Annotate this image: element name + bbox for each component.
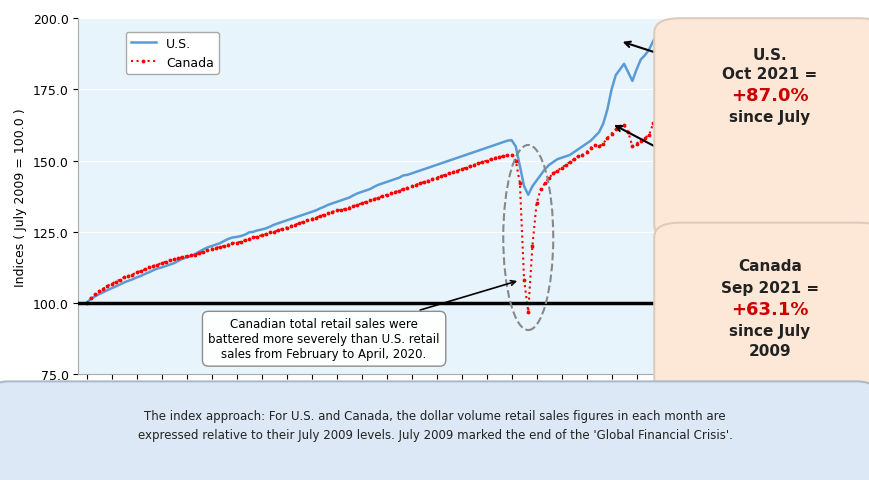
Canada: [643, 133, 653, 139]
Line: Canada: Canada: [84, 119, 659, 314]
U.S.: [306, 210, 316, 216]
Text: Oct 2021 =: Oct 2021 =: [721, 67, 817, 82]
Text: since July: since July: [728, 110, 810, 125]
Canada: [406, 184, 416, 190]
U.S.: [82, 300, 92, 306]
Line: U.S.: U.S.: [87, 35, 657, 303]
Y-axis label: Indices ( July 2009 = 100.0 ): Indices ( July 2009 = 100.0 ): [14, 108, 27, 286]
Text: The index approach: For U.S. and Canada, the dollar volume retail sales figures : The index approach: For U.S. and Canada,…: [137, 409, 732, 441]
U.S.: [639, 53, 649, 59]
Canada: [82, 300, 92, 306]
U.S.: [564, 153, 574, 158]
Legend: U.S., Canada: U.S., Canada: [126, 33, 219, 75]
Text: U.S.: U.S.: [752, 48, 786, 63]
U.S.: [652, 32, 662, 38]
Canada: [568, 157, 579, 163]
Text: 2009: 2009: [748, 343, 790, 358]
Canada: [289, 222, 300, 228]
U.S.: [406, 171, 416, 177]
X-axis label: Year & Month: Year & Month: [328, 400, 420, 414]
Canada: [652, 119, 662, 124]
Text: Canada: Canada: [737, 259, 801, 274]
Text: +87.0%: +87.0%: [730, 87, 808, 105]
Canada: [522, 309, 533, 315]
Text: Canadian total retail sales were
battered more severely than U.S. retail
sales f: Canadian total retail sales were battere…: [208, 281, 514, 360]
Text: +63.1%: +63.1%: [730, 300, 808, 319]
Canada: [489, 156, 500, 161]
U.S.: [489, 143, 500, 148]
Text: Sep 2021 =: Sep 2021 =: [720, 280, 818, 296]
U.S.: [289, 215, 300, 221]
Text: since July: since July: [728, 324, 810, 339]
Canada: [306, 216, 316, 222]
